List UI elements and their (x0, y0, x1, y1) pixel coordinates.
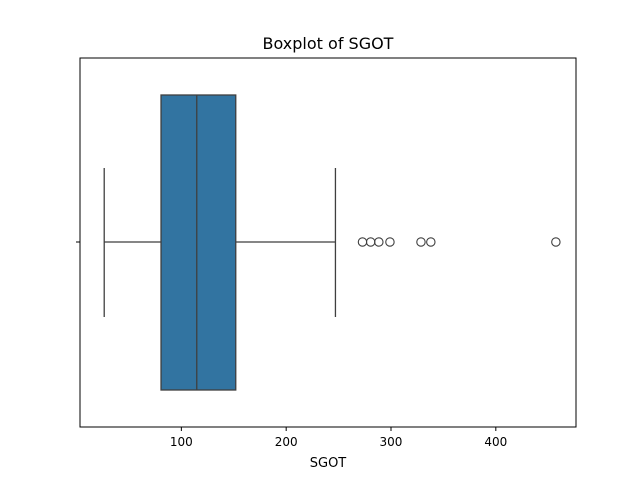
x-tick-label: 200 (275, 435, 298, 449)
outlier-point (374, 237, 384, 247)
outlier-point (365, 237, 376, 247)
x-tick-label: 400 (484, 435, 507, 449)
x-axis: 100 200 300 400 (76, 241, 507, 449)
outlier-point (416, 237, 426, 247)
plot-frame (79, 57, 577, 428)
x-axis-label: SGOT (310, 456, 347, 471)
iqr-box (160, 94, 237, 391)
outlier-point (357, 237, 368, 247)
box-layer (103, 94, 561, 391)
x-tick-label: 100 (170, 435, 193, 449)
outlier-point (426, 237, 436, 247)
x-tick-label: 300 (380, 435, 403, 449)
outlier-point (551, 237, 561, 247)
chart-title: Boxplot of SGOT (263, 34, 394, 53)
outlier-point (385, 237, 395, 247)
